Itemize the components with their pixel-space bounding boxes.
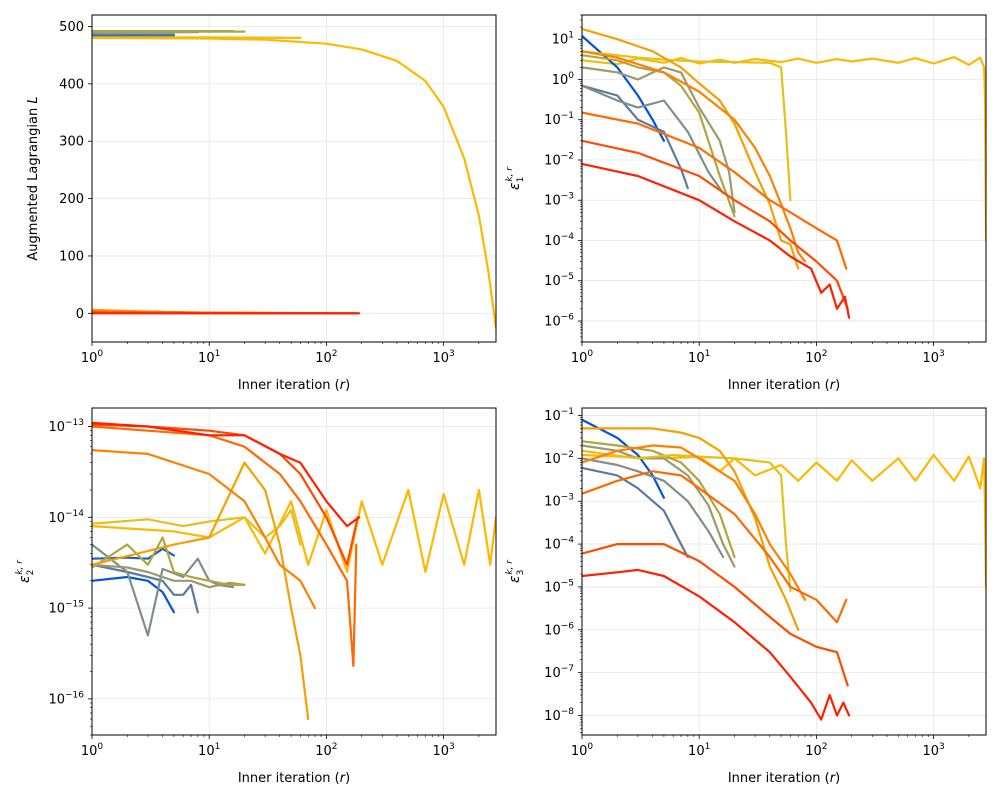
series-line-2 [582, 34, 666, 142]
x-axis-label: Inner iteration (r) [238, 378, 350, 393]
x-tick-label: 101 [198, 742, 220, 759]
series-line-1 [582, 55, 986, 242]
x-tick-label: 103 [922, 349, 944, 366]
series-line-3 [582, 466, 689, 559]
series-line-11 [582, 542, 849, 687]
axes-frame [581, 14, 987, 343]
series-line-12 [582, 568, 851, 721]
y-tick-label: 10−7 [544, 664, 574, 681]
y-tick-label: 100 [59, 249, 84, 264]
series-line-4 [582, 84, 725, 195]
x-tick-label: 101 [688, 742, 710, 759]
x-axis-label: Inner iteration (r) [728, 378, 840, 393]
x-tick-label: 102 [315, 742, 337, 759]
series-line-9 [582, 444, 807, 601]
series-line-1 [582, 453, 986, 589]
series-line-2 [582, 418, 666, 499]
y-tick-label: 10−4 [544, 536, 574, 553]
axes-frame [91, 14, 497, 343]
series-line-7 [92, 536, 246, 587]
series-line-12 [582, 162, 851, 319]
y-tick-label: 10−15 [48, 600, 84, 617]
x-tick-label: 100 [571, 742, 594, 759]
series-line-8 [582, 427, 800, 631]
subplot-2: 100 101 102 103 10−6 10−5 10−4 10−3 10−2 10−1 100 1… [505, 14, 987, 393]
x-tick-label: 101 [688, 349, 710, 366]
series-line-6 [582, 54, 736, 218]
subplot-1: 100 101 102 103 0 100 200 300 400 500 Inner iterat… [26, 14, 497, 393]
series-line-10 [582, 470, 848, 624]
y-tick-label: 10−8 [544, 707, 574, 724]
y-tick-label: 101 [552, 31, 574, 48]
series-line-4 [92, 563, 199, 614]
y-tick-label: 10−14 [48, 509, 84, 526]
series-line-5 [92, 543, 235, 637]
y-tick-label: 10−3 [544, 192, 574, 209]
y-tick-label: 10−5 [544, 272, 574, 289]
series-line-2 [92, 575, 175, 614]
y-tick-label: 10−1 [544, 111, 574, 128]
y-tick-label: 10−6 [544, 621, 574, 638]
y-tick-label: 10−2 [544, 151, 574, 168]
y-tick-label: 500 [59, 20, 84, 35]
axes-frame [581, 407, 987, 736]
y-tick-label: 300 [59, 135, 84, 150]
x-tick-label: 102 [315, 349, 337, 366]
x-axis-label: Inner iteration (r) [238, 771, 350, 786]
x-tick-label: 101 [198, 349, 220, 366]
subplot-4: 100 101 102 103 10−8 10−7 10−6 10−5 10−4 10−3 10−2… [505, 407, 987, 786]
y-tick-label: 10−1 [544, 407, 574, 424]
series-line-10 [582, 111, 848, 270]
series-line-8 [582, 27, 800, 270]
y-tick-label: 100 [552, 71, 575, 88]
y-tick-label: 400 [59, 77, 84, 92]
y-tick-label: 0 [76, 307, 84, 322]
y-tick-label: 10−3 [544, 493, 574, 510]
series-group [582, 27, 986, 319]
y-tick-label: 10−4 [544, 232, 574, 249]
series-group [92, 421, 496, 721]
series-line-1 [92, 488, 496, 574]
series-line-6 [582, 440, 736, 559]
series-line-7 [582, 50, 792, 202]
series-line-12 [92, 423, 359, 566]
x-tick-label: 100 [81, 349, 104, 366]
series-group [92, 30, 496, 329]
y-tick-label: 200 [59, 192, 84, 207]
series-line-11 [92, 425, 358, 668]
series-line-7 [92, 36, 496, 329]
x-tick-label: 103 [432, 742, 454, 759]
y-axis-label: ε3k, r [505, 559, 526, 583]
series-line-5 [582, 444, 736, 568]
series-line-8 [92, 509, 302, 546]
x-tick-label: 102 [805, 349, 827, 366]
series-line-4 [582, 457, 725, 559]
series-line-3 [582, 84, 689, 190]
x-tick-label: 103 [432, 349, 454, 366]
y-axis-label: ε2k, r [15, 559, 36, 583]
x-tick-label: 100 [571, 349, 594, 366]
series-line-10 [92, 449, 317, 610]
series-line-9 [582, 50, 807, 263]
series-line-13 [92, 421, 361, 528]
axes-frame [91, 407, 497, 736]
y-tick-label: 10−2 [544, 450, 574, 467]
x-axis-label: Inner iteration (r) [728, 771, 840, 786]
x-tick-label: 102 [805, 742, 827, 759]
y-tick-label: 10−13 [48, 418, 84, 435]
subplot-3: 100 101 102 103 10−16 10−15 10−14 10−13 Inner it… [15, 407, 497, 786]
y-axis-label: ε1k, r [505, 166, 526, 190]
series-line-9 [92, 461, 310, 721]
series-group [582, 418, 986, 721]
y-axis-label: Augmented Lagrangian L [26, 96, 41, 260]
y-tick-label: 10−16 [48, 690, 84, 707]
y-tick-label: 10−5 [544, 578, 574, 595]
series-line-7 [582, 449, 792, 593]
x-tick-label: 100 [81, 742, 104, 759]
y-tick-label: 10−6 [544, 312, 574, 329]
series-line-11 [582, 139, 849, 310]
x-tick-label: 103 [922, 742, 944, 759]
series-line-5 [582, 66, 736, 214]
